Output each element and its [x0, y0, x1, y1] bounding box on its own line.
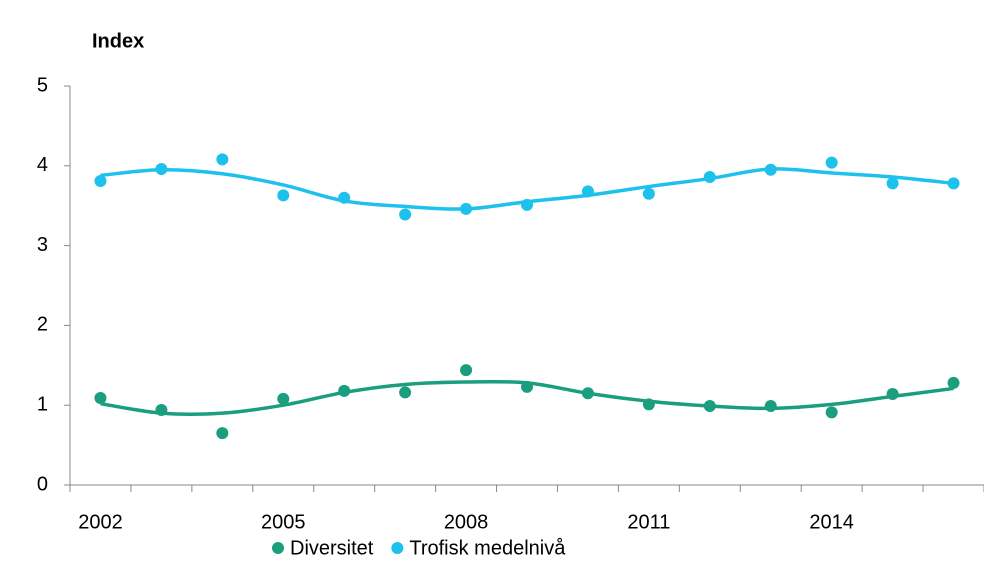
data-point	[825, 156, 838, 169]
data-point	[581, 387, 594, 400]
data-point	[216, 153, 229, 166]
x-tick-label: 2011	[627, 511, 670, 533]
data-point	[277, 392, 290, 405]
legend-marker	[391, 542, 404, 554]
y-axis-title: Index	[92, 30, 144, 52]
x-tick-label: 2005	[261, 511, 306, 533]
data-point	[703, 170, 716, 183]
data-point	[399, 386, 412, 399]
data-point	[947, 177, 960, 190]
y-tick-label: 5	[37, 74, 48, 96]
y-tick-label: 4	[37, 154, 48, 176]
data-point	[764, 163, 777, 176]
data-point	[947, 376, 960, 389]
data-point	[764, 399, 777, 412]
data-point	[155, 162, 168, 175]
x-tick-label: 2002	[78, 511, 123, 533]
data-point	[155, 403, 168, 416]
data-point	[460, 364, 473, 377]
y-tick-label: 3	[37, 234, 48, 256]
x-tick-label: 2008	[444, 511, 489, 533]
y-tick-label: 0	[37, 473, 48, 495]
legend-label: Diversitet	[290, 537, 374, 559]
data-point	[642, 187, 655, 200]
data-point	[581, 185, 594, 198]
data-point	[94, 174, 107, 187]
legend-label: Trofisk medelnivå	[409, 537, 566, 559]
data-point	[399, 208, 412, 221]
data-point	[338, 191, 351, 204]
data-point	[216, 427, 229, 440]
x-tick-label: 2014	[809, 511, 854, 533]
data-point	[94, 392, 107, 405]
data-point	[338, 384, 351, 397]
y-tick-label: 1	[37, 393, 48, 415]
y-tick-label: 2	[37, 314, 48, 336]
data-point	[277, 189, 290, 202]
data-point	[642, 398, 655, 411]
data-point	[460, 202, 473, 215]
data-point	[521, 198, 533, 211]
data-point	[703, 399, 716, 412]
legend-marker	[272, 542, 284, 554]
data-point	[825, 406, 838, 419]
data-point	[886, 388, 899, 401]
data-point	[521, 380, 533, 393]
data-point	[886, 177, 899, 190]
